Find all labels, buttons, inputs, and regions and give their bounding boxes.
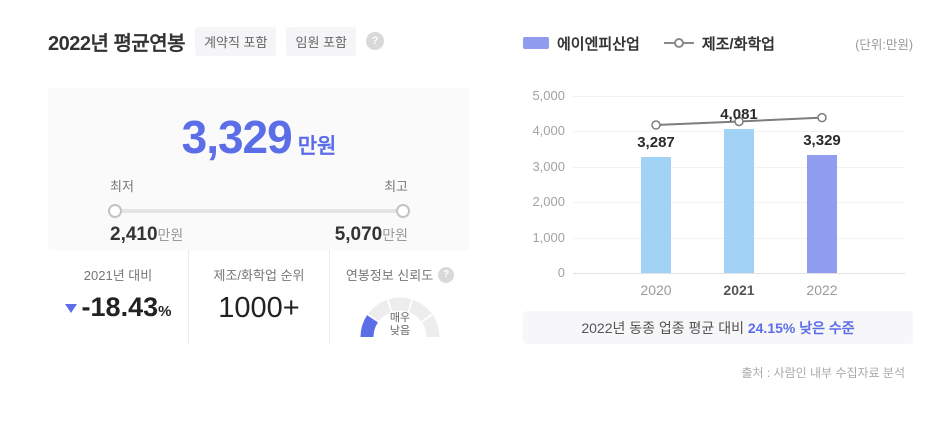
line-point-marker (651, 120, 661, 130)
bar-value-label: 3,329 (803, 132, 841, 150)
yoy-unit: % (158, 303, 172, 320)
rank-value: 1000+ (218, 292, 300, 324)
salary-number: 3,329 (181, 111, 293, 163)
line-point-marker (734, 116, 744, 127)
badge-executive-included: 임원 포함 (286, 26, 356, 56)
line-marker-dot (673, 38, 684, 48)
bar-2022[interactable] (807, 155, 837, 273)
industry-average-line (651, 112, 827, 130)
y-axis-tick-label: 5,000 (532, 88, 565, 103)
y-axis-tick-label: 2,000 (532, 194, 565, 210)
salary-bar-chart: 0 1,000 2,000 3,000 4,000 5,000 2020 2021 2022 3,… (523, 85, 913, 303)
stat-reliability: 연봉정보 신뢰도 ? 매우 낮음 (329, 250, 470, 345)
bar-value-label: 4,081 (720, 105, 758, 123)
max-salary-value: 5,070만원 (334, 224, 408, 245)
min-salary-unit: 만원 (157, 227, 184, 243)
stats-row: 2021년 대비 -18.43% 제조/화학업 순위 1000+ 연봉정보 신뢰… (48, 250, 470, 345)
bar-2021[interactable] (724, 128, 754, 273)
chart-legend: 에이엔피산업 제조/화학업 (단위:만원) (523, 33, 913, 53)
page-title: 2022년 평균연봉 (48, 32, 186, 55)
yoy-label: 2021년 대비 (83, 268, 153, 283)
gauge-segment (408, 299, 432, 322)
bar-value-label: 3,287 (637, 133, 675, 151)
min-salary-value: 2,410만원 (110, 224, 184, 245)
gauge-segment (368, 299, 392, 322)
bar-series-label: 에이엔피산업 (557, 35, 640, 53)
line-series-label: 제조/화학업 (701, 35, 775, 53)
average-salary-amount: 3,329 만원 (110, 114, 408, 160)
arrow-down-icon (64, 304, 77, 313)
min-label: 최저 (110, 179, 134, 194)
gauge-arc (360, 297, 440, 338)
line-point-marker (817, 112, 827, 123)
help-icon[interactable]: ? (365, 32, 384, 50)
panel-header: 2022년 평균연봉 계약직 포함 임원 포함 ? (48, 26, 470, 56)
average-salary-card: 3,329 만원 최저 최고 2,410만원 5,070만원 (48, 88, 470, 250)
salary-range-slider (108, 204, 410, 218)
reliability-help-icon[interactable]: ? (438, 266, 455, 283)
salary-range-values: 2,410만원 5,070만원 (110, 224, 408, 246)
caption-highlight: 24.15% 낮은 수준 (747, 319, 855, 336)
y-axis-tick-label: 4,000 (532, 123, 565, 139)
yoy-value: -18.43% (48, 292, 188, 323)
x-axis-label: 2020 (640, 282, 672, 298)
gauge-segment (388, 297, 412, 312)
x-axis-label: 2022 (806, 282, 838, 298)
line-series-marker-icon (663, 38, 694, 48)
reliability-gauge: 매우 낮음 (355, 292, 445, 338)
stat-industry-rank: 제조/화학업 순위 1000+ (188, 250, 329, 345)
bar-2020[interactable] (641, 156, 671, 273)
stat-yoy: 2021년 대비 -18.43% (48, 250, 188, 345)
y-axis-tick-label: 0 (557, 265, 565, 280)
y-axis-tick-label: 3,000 (532, 158, 565, 174)
slider-track (110, 209, 408, 213)
reliability-level-text: 매우 낮음 (389, 312, 411, 337)
slider-handle-max[interactable] (396, 204, 410, 218)
caption-prefix: 2022년 동종 업종 평균 대비 (581, 319, 748, 336)
badge-contract-included: 계약직 포함 (195, 26, 277, 56)
gauge-segment (360, 315, 379, 338)
salary-chart-panel: 에이엔피산업 제조/화학업 (단위:만원) 0 1,000 2,000 3,000 4,… (523, 33, 913, 344)
grid-line (573, 273, 905, 274)
max-salary-unit: 만원 (382, 227, 408, 243)
x-axis-label: 2021 (723, 282, 755, 298)
bar-series-swatch (523, 37, 549, 49)
data-source-note: 출처 : 사람인 내부 수집자료 분석 (741, 366, 905, 380)
salary-unit: 만원 (297, 135, 337, 158)
chart-unit-note: (단위:만원) (855, 37, 913, 52)
reliability-label: 연봉정보 신뢰도 ? (346, 265, 455, 284)
rank-label: 제조/화학업 순위 (213, 268, 305, 283)
slider-handle-min[interactable] (108, 204, 122, 218)
grid-line (573, 96, 905, 97)
salary-range-labels: 최저 최고 (110, 176, 408, 195)
y-axis-tick-label: 1,000 (532, 229, 565, 245)
salary-panel: 2022년 평균연봉 계약직 포함 임원 포함 ? 3,329 만원 최저 최고 … (48, 26, 470, 345)
comparison-caption: 2022년 동종 업종 평균 대비 24.15% 낮은 수준 (523, 311, 913, 344)
max-label: 최고 (384, 179, 408, 194)
gauge-segment (421, 315, 440, 338)
